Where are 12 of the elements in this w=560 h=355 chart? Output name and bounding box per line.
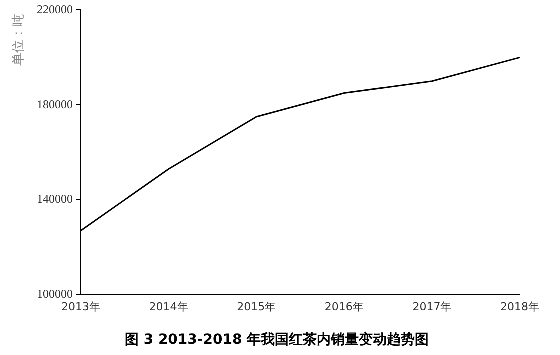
x-tick-label: 2016年 [324, 300, 364, 314]
x-tick-label: 2014年 [149, 300, 188, 314]
x-tick-label: 2013年 [62, 300, 100, 314]
x-tick-label: 2018年 [500, 300, 540, 314]
text: 图 3 2013-2018 年我国红茶内销量变动趋势图 [124, 331, 430, 348]
y-tick-label: 180000 [37, 97, 73, 112]
y-tick-label: 220000 [37, 2, 73, 16]
y-tick-label: 140000 [37, 192, 73, 206]
y-tick-label: 100000 [37, 287, 73, 302]
x-tick-label: 2015年 [237, 300, 276, 314]
y-axis-title: 单位：吨 [10, 14, 26, 66]
x-tick-label: 2017年 [412, 300, 452, 314]
